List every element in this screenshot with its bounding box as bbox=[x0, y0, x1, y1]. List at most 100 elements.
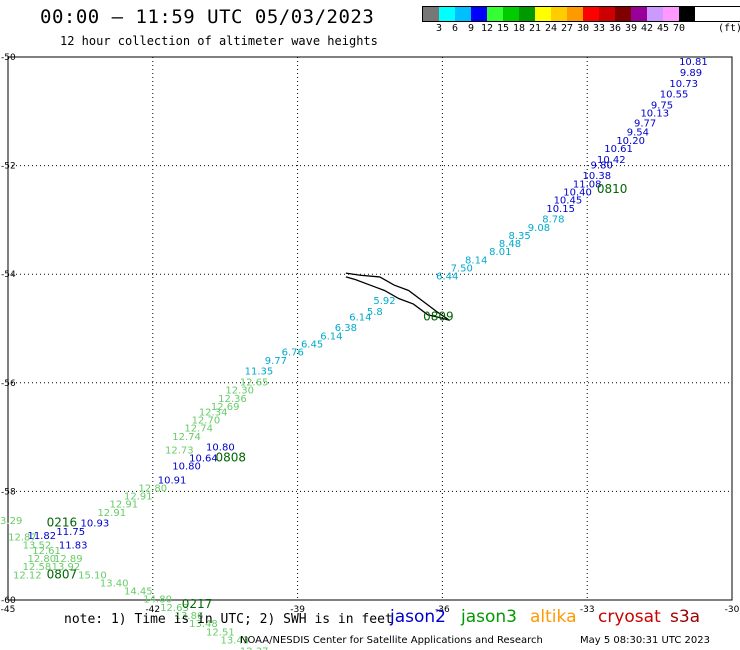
color-scale-label: 24 bbox=[544, 23, 558, 34]
color-swatch bbox=[423, 7, 439, 21]
wave-height-label: 9.54 bbox=[627, 128, 649, 139]
wave-height-label: 10.91 bbox=[158, 475, 187, 486]
wave-height-label: 12.87 bbox=[8, 532, 37, 543]
wave-height-label: 12.80 bbox=[27, 554, 56, 565]
latitude-tick-label: -58 bbox=[1, 487, 16, 497]
pass-time-label: 0216 bbox=[47, 516, 78, 530]
color-scale-label: 15 bbox=[496, 23, 510, 34]
color-scale-label: 30 bbox=[576, 23, 590, 34]
wave-height-label: 6.45 bbox=[301, 340, 323, 351]
wave-height-label: 13.40 bbox=[100, 578, 129, 589]
wave-height-label: 12.69 bbox=[211, 402, 240, 413]
wave-height-label: 13.43 bbox=[221, 635, 250, 646]
credit-text: NOAA/NESDIS Center for Satellite Applica… bbox=[240, 635, 543, 646]
wave-height-label: 9.75 bbox=[651, 101, 673, 112]
color-swatch bbox=[455, 7, 471, 21]
wave-height-label: 13.52 bbox=[23, 540, 52, 551]
map-title: 00:00 – 11:59 UTC 05/03/2023 bbox=[40, 6, 375, 28]
color-swatch bbox=[519, 7, 535, 21]
wave-height-label: 9.77 bbox=[634, 119, 656, 130]
pass-time-label: 0809 bbox=[423, 309, 454, 323]
pass-time-label: 0810 bbox=[597, 182, 628, 196]
wave-height-label: 8.48 bbox=[499, 239, 521, 250]
legend-item-s3a: s3a bbox=[670, 607, 701, 627]
wave-height-label: 6.44 bbox=[436, 272, 458, 283]
pass-time-label: 0808 bbox=[216, 451, 247, 465]
wave-height-label: 11.82 bbox=[27, 531, 56, 542]
wave-height-label: 12.89 bbox=[54, 554, 83, 565]
color-swatch bbox=[647, 7, 663, 21]
wave-height-label: 10.81 bbox=[679, 57, 708, 68]
color-scale-label: 39 bbox=[624, 23, 638, 34]
wave-height-label: 12.91 bbox=[124, 492, 153, 503]
wave-height-label: 11.08 bbox=[573, 179, 602, 190]
wave-height-label: 9.89 bbox=[680, 68, 702, 79]
color-swatch bbox=[583, 7, 599, 21]
color-scale-label: 36 bbox=[608, 23, 622, 34]
wave-height-label: 9.08 bbox=[528, 223, 550, 234]
island-outline bbox=[345, 272, 451, 321]
latitude-tick-label: -50 bbox=[1, 53, 16, 63]
longitude-tick-label: -36 bbox=[435, 605, 450, 615]
latitude-tick-label: -60 bbox=[1, 596, 16, 606]
color-swatch bbox=[439, 7, 455, 21]
color-scale-label: 21 bbox=[528, 23, 542, 34]
color-scale-label: 3 bbox=[435, 23, 443, 34]
wave-height-label: 8.01 bbox=[489, 247, 511, 258]
color-scale-label: 70 bbox=[672, 23, 686, 34]
wave-height-label: 11.75 bbox=[56, 527, 85, 538]
wave-height-label: 13.29 bbox=[0, 516, 22, 527]
color-swatch bbox=[551, 7, 567, 21]
wave-height-label: 12.91 bbox=[110, 500, 139, 511]
color-scale-label: 33 bbox=[592, 23, 606, 34]
wave-height-label: 12.58 bbox=[23, 562, 52, 573]
wave-height-label: 12.91 bbox=[97, 508, 126, 519]
wave-height-label: 12.74 bbox=[184, 424, 213, 435]
wave-height-label: 13.86 bbox=[175, 611, 204, 622]
wave-height-label: 12.12 bbox=[13, 570, 42, 581]
wave-height-label: 14.45 bbox=[124, 587, 153, 598]
wave-height-label: 10.40 bbox=[563, 187, 592, 198]
longitude-tick-label: -45 bbox=[1, 605, 16, 615]
color-scale-swatches bbox=[422, 6, 740, 22]
wave-height-label: 10.20 bbox=[616, 136, 645, 147]
color-scale-label: 42 bbox=[640, 23, 654, 34]
color-swatch bbox=[487, 7, 503, 21]
wave-height-label: 7.50 bbox=[451, 263, 473, 274]
wave-height-label: 11.83 bbox=[59, 540, 88, 551]
wave-height-label: 11.35 bbox=[245, 367, 274, 378]
wave-height-label: 10.45 bbox=[554, 196, 583, 207]
wave-height-label: 10.73 bbox=[669, 79, 698, 90]
wave-height-label: 8.35 bbox=[508, 231, 530, 242]
wave-height-label: 12.61 bbox=[32, 546, 61, 557]
wave-height-label: 9.80 bbox=[591, 160, 613, 171]
wave-height-label: 10.93 bbox=[81, 519, 110, 530]
legend-item-cryosat: cryosat bbox=[598, 607, 661, 627]
color-scale-label: 6 bbox=[451, 23, 459, 34]
wave-height-label: 12.80 bbox=[138, 483, 167, 494]
color-scale-label: 9 bbox=[467, 23, 475, 34]
map-subtitle: 12 hour collection of altimeter wave hei… bbox=[60, 34, 378, 48]
legend-item-altika: altika bbox=[530, 607, 577, 627]
wave-height-label: 13.48 bbox=[189, 619, 218, 630]
wave-height-label: 12.65 bbox=[240, 378, 269, 389]
wave-height-label: 5.8 bbox=[367, 307, 383, 318]
color-scale-label: 12 bbox=[480, 23, 494, 34]
color-scale-label: 27 bbox=[560, 23, 574, 34]
wave-height-label: 12.30 bbox=[225, 386, 254, 397]
wave-height-label: 10.64 bbox=[189, 454, 218, 465]
legend-item-jason2: jason2 bbox=[390, 607, 446, 627]
color-scale: (ft) 3 6 9 12 15 18 21 24 27 30 33 36 39 42 45 70 bbox=[422, 6, 740, 36]
wave-height-label: 10.15 bbox=[546, 204, 575, 215]
color-swatch bbox=[535, 7, 551, 21]
wave-height-label: 12.36 bbox=[218, 394, 247, 405]
wave-height-label: 6.14 bbox=[349, 312, 371, 323]
wave-height-label: 12.70 bbox=[192, 416, 221, 427]
latitude-tick-label: -56 bbox=[1, 379, 16, 389]
wave-height-label: 10.55 bbox=[660, 90, 689, 101]
wave-height-label: 6.38 bbox=[335, 323, 357, 334]
generated-timestamp: May 5 08:30:31 UTC 2023 bbox=[580, 635, 710, 646]
wave-height-label: 8.14 bbox=[465, 255, 487, 266]
wave-height-label: 12.34 bbox=[199, 407, 228, 418]
